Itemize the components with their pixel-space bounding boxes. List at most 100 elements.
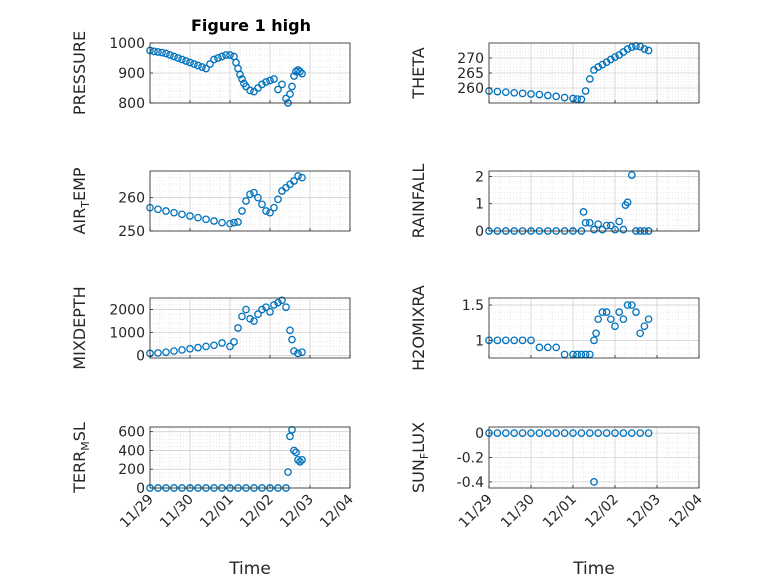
y-tick-label: 250 xyxy=(118,224,145,240)
subplot-sun-flux: -0.4 -0.2 0 11/29 11/30 12/01 12/02 12/03 12/04 S… xyxy=(409,422,706,579)
data-point xyxy=(560,93,569,102)
data-point xyxy=(262,303,270,312)
data-point xyxy=(298,69,306,78)
data-point xyxy=(202,215,210,224)
data-point xyxy=(493,87,502,96)
data-point xyxy=(178,55,186,64)
subplot-pressure: 800 900 1000 PRESSURE xyxy=(70,31,351,115)
data-point xyxy=(543,429,552,437)
data-point xyxy=(170,208,178,217)
data-point xyxy=(258,200,266,209)
data-point xyxy=(292,448,300,457)
data-point xyxy=(619,225,628,234)
data-point xyxy=(190,60,198,68)
data-point xyxy=(573,95,582,103)
data-point xyxy=(194,213,202,222)
data-point xyxy=(627,429,636,437)
data-point xyxy=(242,197,250,205)
data-point xyxy=(611,53,619,61)
axes-box xyxy=(488,170,700,232)
data-point xyxy=(602,308,611,316)
x-tick-label: 11/30 xyxy=(498,492,538,532)
data-point xyxy=(222,51,230,59)
data-point xyxy=(202,342,210,351)
axes-box xyxy=(149,426,351,489)
y-tick-label: 1 xyxy=(475,197,484,213)
y-tick-label: 2 xyxy=(475,169,484,185)
data-point xyxy=(585,429,594,437)
y-axis-label: THETA xyxy=(409,47,428,99)
data-point xyxy=(250,188,258,197)
y-tick-label: 2000 xyxy=(109,303,145,319)
data-point xyxy=(162,348,170,357)
axes-box xyxy=(149,297,351,359)
data-point xyxy=(594,315,603,324)
y-tick-label: 400 xyxy=(118,443,145,459)
data-point xyxy=(282,94,290,103)
data-point xyxy=(290,72,298,80)
data-point xyxy=(598,60,607,69)
subplot-terr-msl: 0 200 400 600 11/29 11/30 12/01 12/02 12/03 12/04… xyxy=(70,422,357,579)
data-point xyxy=(246,86,254,95)
y-tick-label: 0 xyxy=(136,481,145,497)
data-point xyxy=(246,190,254,199)
subplot-mixdepth: 0 1000 2000 MIXDEPTH xyxy=(70,286,351,370)
data-point xyxy=(178,210,186,219)
data-point xyxy=(230,218,238,227)
data-point xyxy=(270,203,278,212)
data-point xyxy=(262,207,270,215)
data-point xyxy=(154,349,162,357)
data-point xyxy=(501,88,510,97)
data-point xyxy=(527,90,535,98)
data-point xyxy=(619,429,628,437)
data-point xyxy=(493,336,502,345)
data-point xyxy=(552,343,561,352)
data-point xyxy=(266,208,274,217)
data-point xyxy=(230,337,238,346)
y-tick-label: 260 xyxy=(457,81,484,97)
data-point xyxy=(288,335,296,344)
y-tick-label: 1000 xyxy=(109,36,145,52)
data-point xyxy=(577,429,586,437)
y-tick-label: 200 xyxy=(118,462,145,478)
data-point xyxy=(286,326,294,335)
data-point xyxy=(611,429,619,437)
data-point xyxy=(154,205,162,214)
data-point xyxy=(194,343,202,352)
data-point xyxy=(242,82,250,91)
x-tick-label: 12/03 xyxy=(277,492,317,532)
data-point xyxy=(644,429,653,437)
data-point xyxy=(242,305,250,314)
data-point xyxy=(170,347,178,355)
data-point xyxy=(552,92,561,101)
y-tick-label: -0.4 xyxy=(457,475,484,491)
x-tick-label: 11/30 xyxy=(157,492,197,532)
data-point xyxy=(170,52,178,61)
data-point xyxy=(627,301,636,309)
data-point xyxy=(286,90,294,98)
data-point xyxy=(270,301,278,309)
data-point xyxy=(278,296,286,305)
data-point xyxy=(298,455,306,464)
data-point xyxy=(606,221,615,230)
axes-box xyxy=(149,170,351,232)
x-axis-label: Time xyxy=(572,559,615,579)
data-point xyxy=(594,429,603,437)
data-point xyxy=(274,298,282,307)
data-point xyxy=(611,322,619,331)
data-point xyxy=(615,217,624,226)
data-point xyxy=(627,171,636,179)
data-point xyxy=(282,303,290,312)
data-point xyxy=(226,342,234,351)
x-tick-label: 12/04 xyxy=(666,491,706,531)
data-point xyxy=(210,341,218,350)
data-point xyxy=(210,55,218,64)
data-point xyxy=(194,61,202,70)
y-axis-label: RAINFALL xyxy=(409,164,428,239)
data-point xyxy=(581,87,590,95)
y-axis-label: MIXDEPTH xyxy=(70,286,89,369)
data-point xyxy=(274,85,282,94)
data-point xyxy=(214,54,222,62)
